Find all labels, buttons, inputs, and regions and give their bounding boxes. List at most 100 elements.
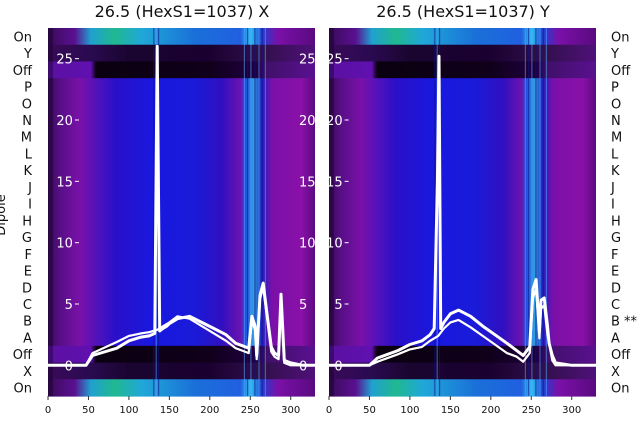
heatmap-stripe bbox=[254, 28, 256, 396]
row-label: Off bbox=[13, 348, 33, 363]
row-label: J bbox=[610, 181, 615, 196]
heatmap-stripe bbox=[545, 28, 547, 396]
row-label: L bbox=[611, 148, 619, 163]
x-tick-label: 150 bbox=[160, 405, 179, 416]
overlay-series-line bbox=[329, 288, 596, 367]
overlap-tick-label: 15 bbox=[299, 175, 316, 190]
heatmap-row bbox=[48, 278, 315, 297]
heatmap-stripe bbox=[539, 28, 541, 396]
row-label: O bbox=[22, 97, 32, 112]
heatmap-stripe bbox=[243, 28, 245, 396]
heatmap-row bbox=[329, 245, 596, 263]
row-label: M bbox=[21, 131, 32, 146]
chart-title: 26.5 (HexS1=1037) Y bbox=[376, 2, 550, 21]
x-tick-label: 250 bbox=[522, 405, 541, 416]
inner-y-tick-label: 15 bbox=[56, 175, 73, 190]
heatmap-row bbox=[329, 178, 596, 196]
overlay-series-line bbox=[48, 44, 315, 367]
heatmap-row bbox=[329, 94, 596, 113]
x-tick-label: 50 bbox=[82, 405, 95, 416]
heatmap-stripe bbox=[247, 28, 249, 396]
heatmap-stripe bbox=[434, 28, 436, 396]
row-label: C bbox=[23, 298, 32, 313]
row-label: On bbox=[14, 382, 32, 397]
row-label: A bbox=[23, 332, 32, 347]
chart-title: 26.5 (HexS1=1037) X bbox=[95, 2, 270, 21]
heatmap-row bbox=[48, 329, 315, 347]
inner-y-tick-label: 0 bbox=[65, 359, 73, 374]
row-label: Y bbox=[23, 47, 32, 62]
overlap-tick-label: 5 bbox=[299, 298, 307, 313]
row-label: G bbox=[611, 231, 621, 246]
x-tick-label: 300 bbox=[562, 405, 581, 416]
x-tick-label: 50 bbox=[363, 405, 376, 416]
heatmap bbox=[48, 28, 315, 397]
heatmap-stripe bbox=[261, 28, 263, 396]
row-label: I bbox=[611, 198, 615, 213]
heatmap-row bbox=[48, 161, 315, 180]
x-tick-label: 200 bbox=[481, 405, 500, 416]
heatmap-stripe bbox=[531, 28, 533, 396]
row-label: X bbox=[611, 365, 620, 380]
heatmap-row bbox=[329, 295, 596, 313]
heatmap-row bbox=[329, 278, 596, 297]
row-label: Y bbox=[610, 47, 619, 62]
heatmap-row bbox=[48, 111, 315, 129]
row-label: Off bbox=[611, 348, 631, 363]
heatmap-row bbox=[329, 228, 596, 247]
heatmap-row bbox=[329, 312, 596, 330]
x-tick-label: 150 bbox=[441, 405, 460, 416]
heatmap-row bbox=[48, 78, 315, 96]
row-label: P bbox=[24, 81, 32, 96]
x-tick-label: 300 bbox=[281, 405, 300, 416]
overlap-tick-label: 25 bbox=[299, 53, 316, 68]
heatmap-row bbox=[48, 228, 315, 247]
row-label: On bbox=[611, 30, 629, 45]
heatmap-row bbox=[329, 161, 596, 180]
row-label: E bbox=[24, 265, 32, 280]
heatmap-row bbox=[48, 44, 315, 63]
heatmap-row bbox=[48, 295, 315, 313]
row-label: Off bbox=[13, 64, 33, 79]
inner-y-tick-label: 10 bbox=[56, 237, 73, 252]
inner-y-tick-label: 20 bbox=[56, 114, 73, 129]
heatmap-row bbox=[48, 195, 315, 213]
x-tick-label: 100 bbox=[400, 405, 419, 416]
heatmap-row bbox=[48, 61, 315, 79]
heatmap-row bbox=[329, 262, 596, 280]
x-tick-label: 0 bbox=[45, 405, 51, 416]
heatmap-stripe bbox=[264, 28, 266, 396]
overlap-tick-label: 0 bbox=[299, 359, 307, 374]
heatmap-row bbox=[48, 312, 315, 330]
inner-y-tick-label: 5 bbox=[334, 298, 342, 313]
row-label: B bbox=[23, 315, 32, 330]
heatmap-row bbox=[48, 262, 315, 280]
row-label: Off bbox=[611, 64, 631, 79]
y-axis-label: Dipole bbox=[0, 194, 9, 235]
row-label: D bbox=[611, 281, 621, 296]
row-label: On bbox=[14, 30, 32, 45]
inner-y-tick-label: 15 bbox=[326, 175, 343, 190]
heatmap-row bbox=[329, 44, 596, 63]
heatmap-row bbox=[48, 212, 315, 230]
heatmap-row bbox=[48, 94, 315, 113]
heatmap-edge bbox=[329, 28, 334, 396]
heatmap-row bbox=[329, 61, 596, 79]
heatmap-row bbox=[48, 28, 315, 46]
heatmap-row bbox=[329, 379, 596, 397]
row-label: C bbox=[611, 298, 620, 313]
row-label: D bbox=[22, 281, 32, 296]
row-label: K bbox=[611, 164, 620, 179]
inner-y-tick-label: 20 bbox=[326, 114, 343, 129]
row-label: I bbox=[28, 198, 32, 213]
row-label: E bbox=[611, 265, 619, 280]
inner-y-tick-label: 25 bbox=[326, 53, 343, 68]
row-label: On bbox=[611, 382, 629, 397]
heatmap-row bbox=[48, 362, 315, 380]
panel-x: 26.5 (HexS1=1037) X Dipole 0510152025051… bbox=[0, 2, 316, 416]
x-tick-label: 100 bbox=[119, 405, 138, 416]
heatmap-stripe bbox=[542, 28, 544, 396]
heatmap-row bbox=[48, 178, 315, 196]
